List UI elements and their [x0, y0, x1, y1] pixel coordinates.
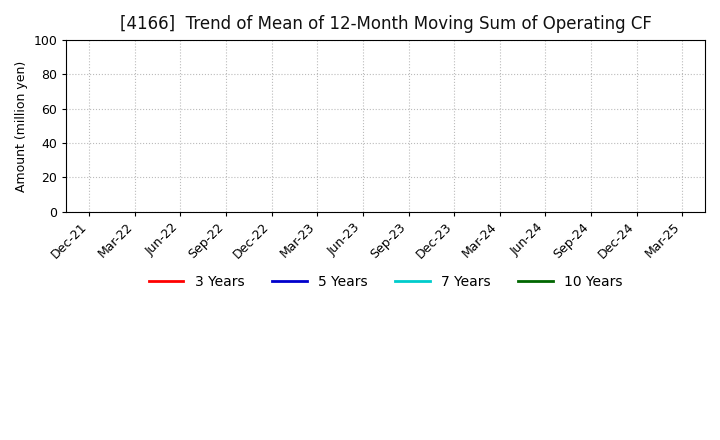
Title: [4166]  Trend of Mean of 12-Month Moving Sum of Operating CF: [4166] Trend of Mean of 12-Month Moving …: [120, 15, 652, 33]
Y-axis label: Amount (million yen): Amount (million yen): [15, 60, 28, 191]
Legend: 3 Years, 5 Years, 7 Years, 10 Years: 3 Years, 5 Years, 7 Years, 10 Years: [143, 269, 629, 294]
